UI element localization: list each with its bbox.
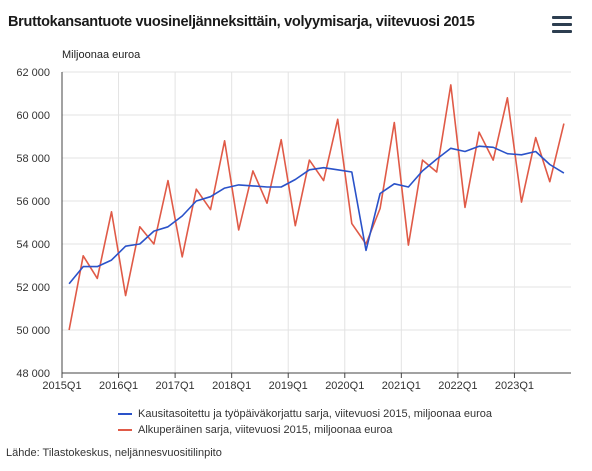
y-tick-label: 60 000 bbox=[16, 110, 50, 122]
x-tick-label: 2020Q1 bbox=[325, 380, 364, 392]
x-tick-label: 2017Q1 bbox=[156, 380, 195, 392]
legend-swatch-blue bbox=[118, 413, 132, 415]
original-series-line bbox=[68, 84, 565, 331]
x-tick-label: 2015Q1 bbox=[42, 380, 81, 392]
y-tick-label: 48 000 bbox=[16, 368, 50, 380]
legend: Kausitasoitettu ja työpäiväkorjattu sarj… bbox=[118, 406, 492, 438]
y-tick-label: 56 000 bbox=[16, 196, 50, 208]
hamburger-menu-icon[interactable] bbox=[552, 15, 574, 33]
y-tick-label: 62 000 bbox=[16, 67, 50, 79]
y-tick-label: 50 000 bbox=[16, 325, 50, 337]
y-tick-label: 58 000 bbox=[16, 153, 50, 165]
legend-label: Kausitasoitettu ja työpäiväkorjattu sarj… bbox=[138, 408, 493, 420]
legend-swatch-red bbox=[118, 429, 132, 431]
legend-item-original[interactable]: Alkuperäinen sarja, viitevuosi 2015, mil… bbox=[118, 422, 492, 438]
chart-title: Bruttokansantuote vuosineljänneksittäin,… bbox=[8, 14, 475, 30]
legend-item-seasonally-adjusted[interactable]: Kausitasoitettu ja työpäiväkorjattu sarj… bbox=[118, 406, 492, 422]
x-tick-label: 2016Q1 bbox=[99, 380, 138, 392]
x-tick-label: 2019Q1 bbox=[269, 380, 308, 392]
legend-label: Alkuperäinen sarja, viitevuosi 2015, mil… bbox=[138, 424, 393, 436]
y-tick-label: 54 000 bbox=[16, 239, 50, 251]
y-axis-unit-label: Miljoonaa euroa bbox=[62, 49, 141, 61]
x-tick-label: 2018Q1 bbox=[212, 380, 251, 392]
x-tick-label: 2023Q1 bbox=[495, 380, 534, 392]
source-note: Lähde: Tilastokeskus, neljännesvuositili… bbox=[6, 447, 222, 459]
seasonally-adjusted-series-line bbox=[68, 145, 565, 285]
x-tick-label: 2022Q1 bbox=[438, 380, 477, 392]
y-tick-label: 52 000 bbox=[16, 282, 50, 294]
x-tick-label: 2021Q1 bbox=[382, 380, 421, 392]
